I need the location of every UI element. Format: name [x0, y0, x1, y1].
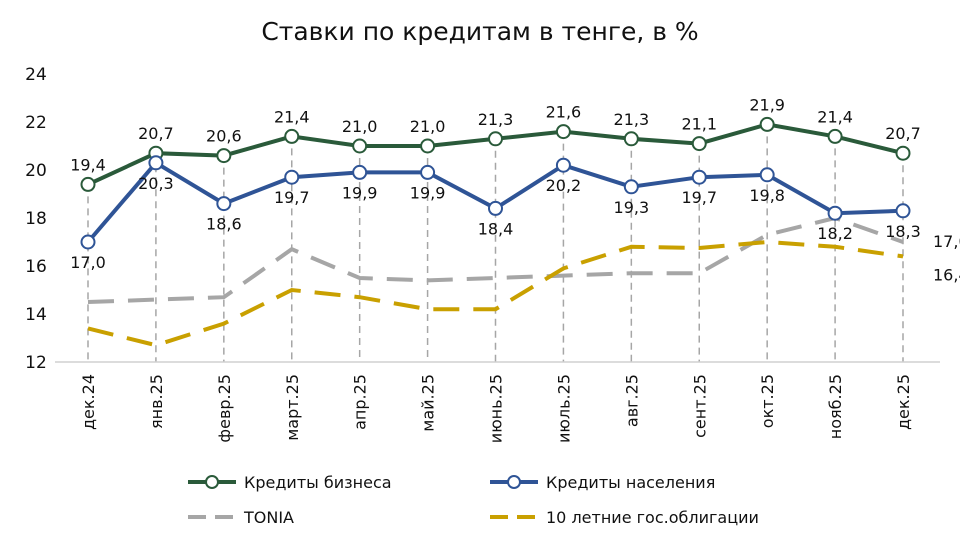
data-point — [420, 138, 436, 154]
legend-label: 10 летние гос.облигации — [546, 508, 759, 527]
x-tick-label: июль.25 — [554, 374, 573, 443]
data-point — [284, 169, 300, 185]
data-point — [352, 138, 368, 154]
data-label: 20,2 — [546, 176, 582, 195]
y-tick-label: 14 — [25, 305, 47, 325]
data-point — [827, 128, 843, 144]
legend-label: Кредиты бизнеса — [244, 473, 392, 492]
data-point — [555, 157, 571, 173]
data-label: 21,9 — [749, 95, 785, 114]
data-point — [691, 169, 707, 185]
legend-label: TONIA — [243, 508, 294, 527]
y-tick-label: 22 — [25, 113, 47, 133]
data-point — [555, 124, 571, 140]
data-label: 19,9 — [342, 183, 378, 202]
data-label: 18,2 — [817, 224, 853, 243]
data-point — [623, 179, 639, 195]
data-point — [284, 128, 300, 144]
series-line-2 — [87, 215, 904, 304]
data-label: 17,0 — [70, 253, 106, 272]
x-tick-label: май.25 — [419, 374, 438, 432]
data-point — [827, 205, 843, 221]
data-point — [420, 164, 436, 180]
data-point — [759, 116, 775, 132]
data-label: 20,3 — [138, 174, 174, 193]
data-label: 19,7 — [681, 188, 717, 207]
end-label: 17,0 — [933, 232, 960, 251]
data-label: 21,6 — [546, 103, 582, 122]
x-tick-label: март.25 — [283, 374, 302, 441]
y-tick-label: 12 — [25, 353, 47, 373]
x-tick-label: окт.25 — [758, 374, 777, 428]
data-point — [895, 145, 911, 161]
data-label: 20,6 — [206, 127, 242, 146]
data-point — [488, 131, 503, 147]
legend-marker — [507, 475, 521, 489]
data-label: 20,7 — [138, 124, 174, 143]
data-point — [216, 196, 232, 212]
data-label: 21,4 — [274, 107, 310, 126]
data-label: 18,4 — [478, 219, 514, 238]
x-tick-label: янв.25 — [147, 374, 166, 429]
x-tick-label: дек.25 — [894, 374, 913, 430]
legend-label: Кредиты населения — [546, 473, 715, 492]
data-label: 21,3 — [614, 110, 650, 129]
data-label: 19,3 — [614, 198, 650, 217]
end-label: 16,4 — [933, 265, 960, 284]
data-point — [759, 167, 775, 183]
y-tick-label: 18 — [25, 209, 47, 229]
data-label: 18,3 — [885, 222, 921, 241]
x-tick-label: дек.24 — [79, 374, 98, 430]
data-point — [623, 131, 639, 147]
data-label: 19,7 — [274, 188, 310, 207]
data-point — [895, 203, 911, 219]
data-label: 19,8 — [749, 186, 785, 205]
data-label: 21,4 — [817, 107, 853, 126]
x-tick-label: февр.25 — [215, 374, 234, 443]
data-point — [80, 176, 96, 192]
data-point — [691, 136, 707, 152]
y-tick-label: 16 — [25, 257, 47, 277]
data-label: 20,7 — [885, 124, 921, 143]
x-tick-label: апр.25 — [351, 374, 370, 430]
data-point — [80, 234, 96, 250]
data-label: 21,3 — [478, 110, 514, 129]
data-label: 21,0 — [342, 117, 378, 136]
legend-marker — [205, 475, 219, 489]
data-point — [216, 148, 232, 164]
x-tick-label: авг.25 — [622, 374, 641, 427]
x-tick-label: июнь.25 — [487, 374, 506, 443]
data-point — [352, 164, 368, 180]
y-tick-label: 20 — [25, 161, 47, 181]
y-tick-label: 24 — [25, 65, 47, 85]
series-line-3 — [87, 239, 904, 348]
chart-title: Ставки по кредитам в тенге, в % — [261, 17, 698, 46]
data-point — [148, 155, 164, 171]
data-label: 19,4 — [70, 155, 106, 174]
data-label: 19,9 — [410, 183, 446, 202]
data-point — [488, 200, 503, 216]
data-label: 21,1 — [681, 115, 717, 134]
data-label: 21,0 — [410, 117, 446, 136]
x-tick-label: нояб.25 — [826, 374, 845, 439]
data-label: 18,6 — [206, 215, 242, 234]
x-tick-label: сент.25 — [690, 374, 709, 438]
